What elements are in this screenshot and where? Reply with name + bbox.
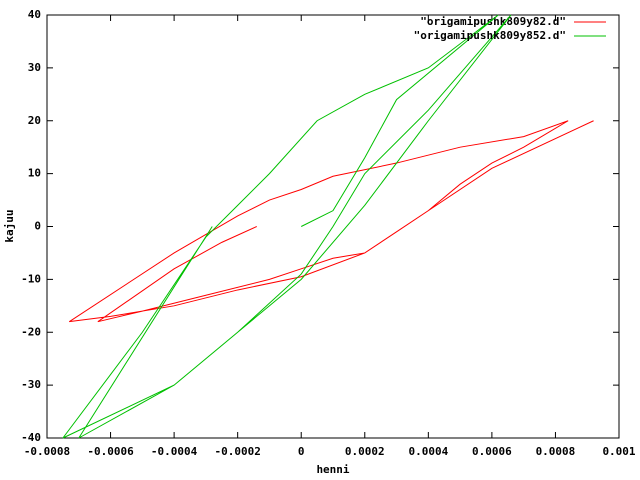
- x-axis-label: henni: [316, 463, 349, 476]
- x-tick-label: 0.0008: [536, 445, 576, 458]
- y-axis-label: kajuu: [3, 209, 16, 242]
- y-tick-label: 20: [28, 114, 41, 127]
- x-tick-label: -0.0006: [87, 445, 134, 458]
- y-tick-label: 10: [28, 167, 41, 180]
- y-tick-label: -10: [21, 272, 41, 285]
- x-tick-label: -0.0008: [24, 445, 70, 458]
- x-tick-label: 0.0002: [345, 445, 385, 458]
- y-tick-label: -30: [21, 378, 41, 391]
- x-tick-label: 0: [298, 445, 305, 458]
- series-line: [68, 120, 594, 323]
- y-tick-label: 0: [34, 220, 41, 233]
- x-tick-label: -0.0004: [151, 445, 198, 458]
- legend-label: "origamipushk809y852.d": [414, 29, 566, 42]
- series-line: [62, 14, 512, 439]
- y-tick-label: 30: [28, 61, 41, 74]
- x-tick-label: 0.0006: [472, 445, 512, 458]
- x-tick-label: 0.001: [602, 445, 635, 458]
- y-tick-label: 40: [28, 8, 41, 21]
- legend-label: "origamipushk809y82.d": [420, 15, 566, 28]
- y-tick-label: -40: [21, 431, 41, 444]
- x-tick-label: 0.0004: [408, 445, 448, 458]
- y-tick-label: -20: [21, 325, 41, 338]
- x-tick-label: -0.0002: [214, 445, 260, 458]
